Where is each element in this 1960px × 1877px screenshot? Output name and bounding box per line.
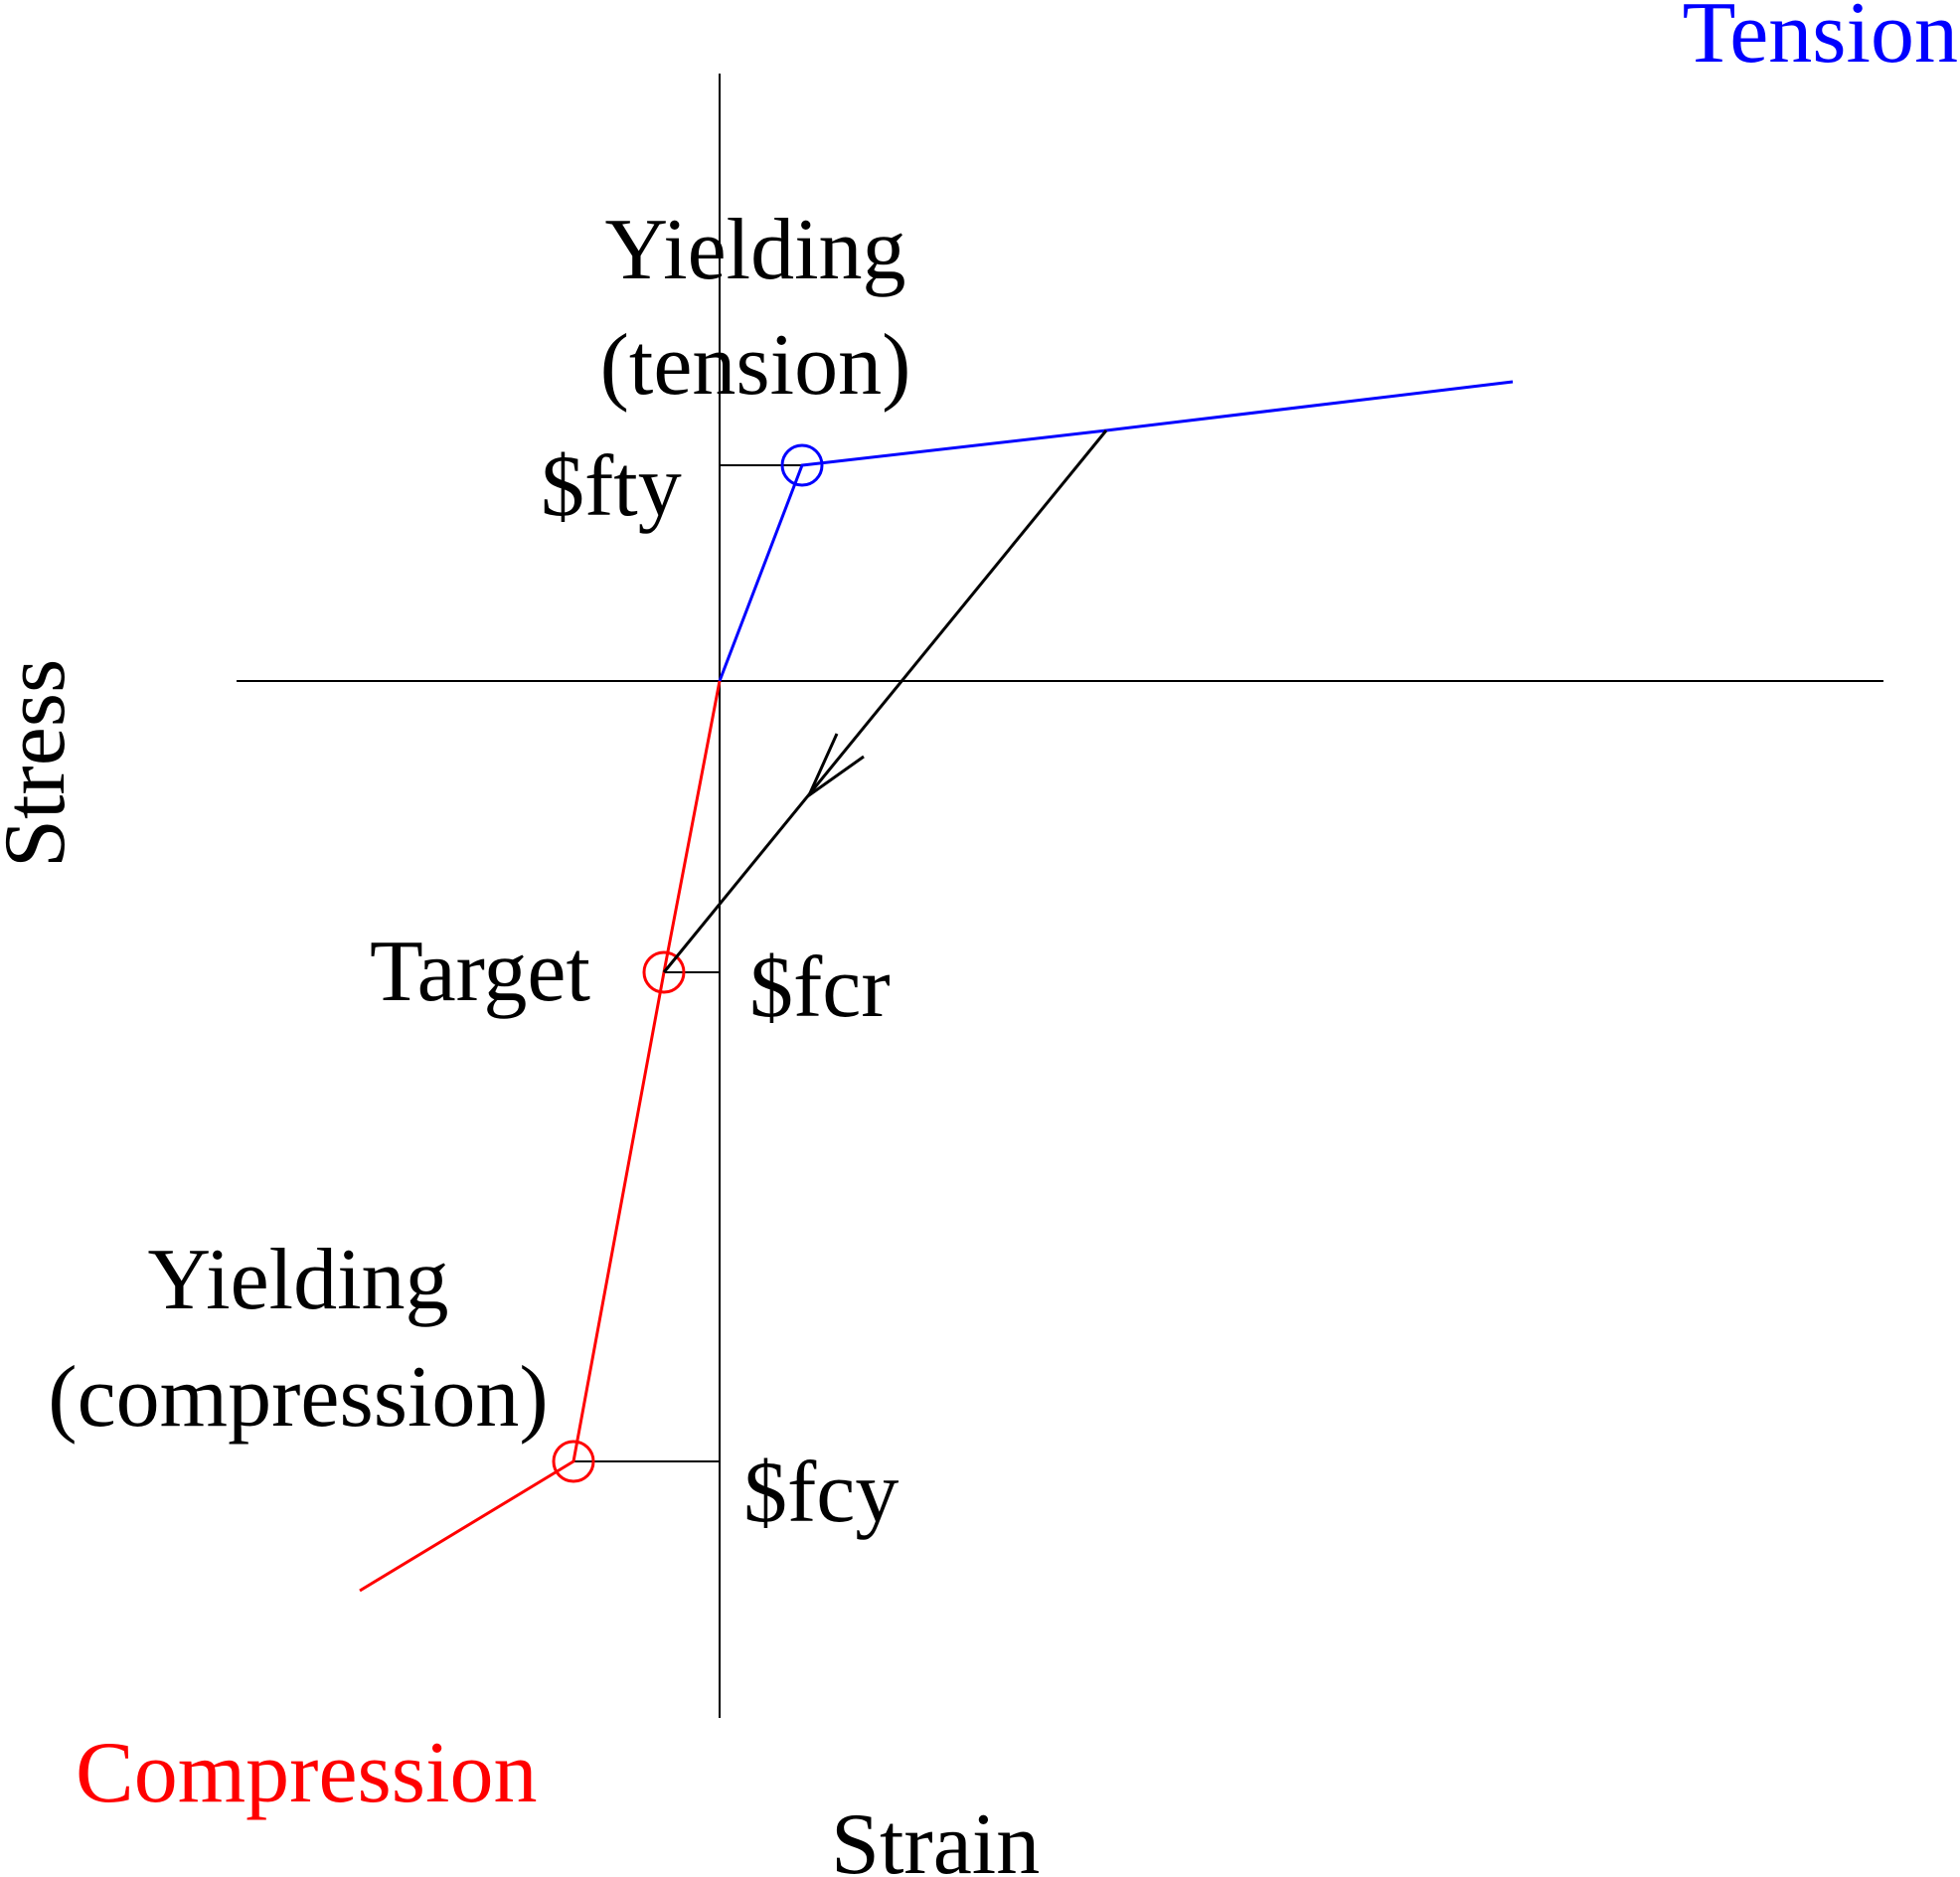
yield-compression-label-line2: (compression) — [48, 1349, 548, 1446]
tension-curve — [718, 380, 1514, 682]
compression-region-label: Compression — [76, 1725, 537, 1821]
target-label: Target — [370, 924, 590, 1020]
compression-curve — [359, 680, 722, 1593]
strain-axis-label: Strain — [831, 1796, 1040, 1877]
unloading-arrowhead — [805, 733, 865, 800]
tension-region-label: Tension — [1683, 0, 1958, 82]
yield-tension-label-line2: (tension) — [600, 317, 911, 414]
yield-tension-marker — [780, 443, 824, 487]
yield-compression-label-line1: Yielding — [147, 1232, 448, 1328]
fty-label: $fty — [541, 438, 682, 535]
yield-tension-label-line1: Yielding — [604, 202, 905, 298]
fcy-label: $fcy — [743, 1445, 898, 1541]
stress-axis-label: Stress — [0, 659, 83, 868]
fcr-label: $fcr — [749, 939, 891, 1036]
yield-compression-marker — [552, 1440, 595, 1483]
unloading-path — [662, 429, 1108, 973]
target-marker — [642, 950, 686, 994]
